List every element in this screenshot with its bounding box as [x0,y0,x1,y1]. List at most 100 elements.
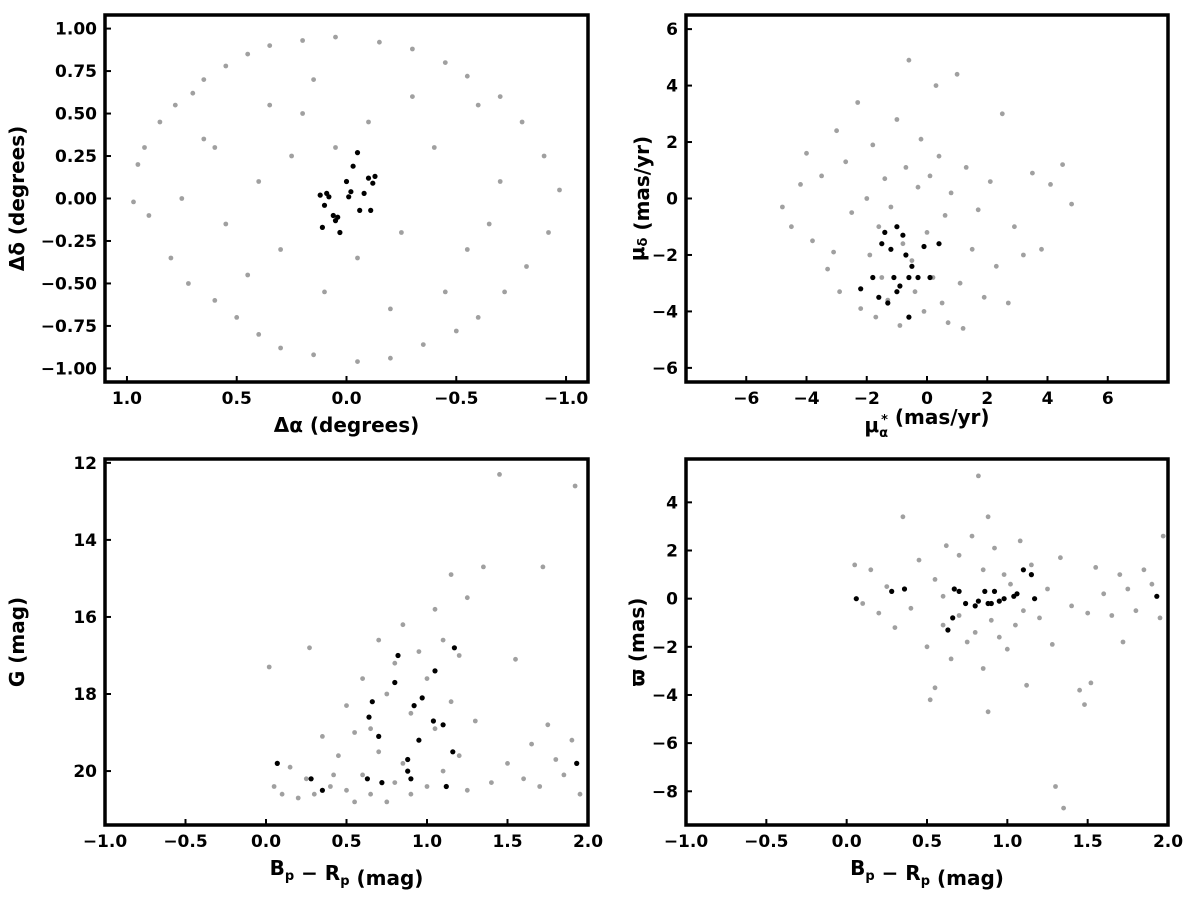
field-star-point [442,60,448,65]
field-star-point [399,230,404,235]
field-star-point [546,230,551,235]
field-star-point [960,326,966,331]
field-star-point [245,51,251,57]
field-star-point [1109,613,1115,618]
member-star-point [364,776,370,782]
member-star-point [370,180,376,186]
field-star-point [440,637,446,643]
field-star-point [307,645,312,651]
field-star-point [190,90,196,96]
y-tick-label: −0.50 [41,274,97,294]
field-star-point [985,709,991,715]
field-star-point [336,753,341,759]
field-star-point [945,320,951,326]
member-star-point [392,679,398,686]
y-axis-label: ϖ (mas) [625,598,649,687]
field-star-point [948,190,954,196]
member-star-point [921,243,927,250]
field-star-point [521,776,526,782]
y-tick-label: 18 [73,685,97,705]
member-star-point [972,603,978,609]
field-star-point [424,784,430,789]
field-star-point [1101,591,1107,597]
data-points [780,57,1074,331]
field-star-point [1077,687,1082,693]
member-star-point [901,586,908,592]
member-star-point [903,252,909,258]
x-tick-label: 1.0 [992,832,1022,852]
x-tick-label: 0.0 [251,832,281,852]
field-star-point [392,780,398,785]
field-star-point [289,153,294,159]
field-star-point [355,359,360,364]
field-star-point [271,784,277,789]
field-star-point [331,772,336,778]
field-star-point [212,145,218,150]
x-axis-label: Δα (degrees) [274,413,420,437]
field-star-point [1160,533,1166,539]
field-star-point [985,514,991,520]
x-tick-label: −4 [793,389,819,409]
data-points [266,472,583,805]
member-star-point [354,150,361,156]
member-star-point [870,274,876,281]
field-star-point [976,473,981,479]
field-star-point [201,136,207,142]
y-tick-label: 0.75 [55,62,97,82]
field-star-point [900,514,906,520]
field-star-point [368,726,373,732]
x-tick-label: 0.0 [331,389,361,409]
field-star-point [916,557,922,563]
field-star-point [311,77,316,82]
field-star-point [988,617,994,623]
member-star-point [350,163,356,169]
field-star-point [906,57,912,63]
y-tick-label: 14 [73,531,97,551]
field-star-point [957,280,963,286]
field-star-point [245,272,251,278]
member-star-point [885,300,891,306]
field-star-point [927,173,933,179]
member-star-point [1014,591,1020,597]
field-star-point [266,664,272,670]
field-star-point [860,601,866,606]
member-star-point [882,229,888,235]
field-star-point [464,247,470,252]
member-star-point [361,190,367,196]
member-star-point [416,737,422,743]
field-star-point [837,289,842,295]
x-tick-label: 0.5 [912,832,942,852]
panel-1: 1.0 0.5 0.0 −0.5 −1.0 1.00 0.75 0.50 0.25 0.00 −0.… [5,13,590,437]
field-star-point [400,622,406,628]
field-star-point [577,791,583,797]
field-star-point [303,776,309,782]
y-tick-label: 16 [73,608,97,628]
y-axis-label: μδ (mas/yr) [625,136,654,261]
field-star-point [870,142,876,148]
axes-frame [684,13,1170,384]
member-star-point [319,224,325,230]
member-star-point [951,586,957,592]
field-star-point [223,63,229,69]
field-star-point [513,656,518,662]
field-star-point [942,213,948,218]
field-star-point [278,247,283,252]
field-star-point [366,119,371,125]
field-star-point [999,111,1005,117]
field-star-point [256,332,262,337]
x-tick-label: −1.0 [83,832,128,852]
member-star-point [324,190,330,196]
x-tick-label: −0.5 [434,389,478,409]
member-star-point [936,241,942,247]
y-tick-label: 0.00 [55,190,97,210]
y-axis-label: Δδ (degrees) [5,126,29,272]
field-star-point [432,606,438,612]
y-tick-label: −8 [652,782,678,802]
field-star-point [849,210,855,216]
x-tick-label: 1.5 [1073,832,1103,852]
field-star-point [873,314,879,320]
field-star-point [368,791,373,797]
member-star-point [906,314,912,320]
field-star-point [464,787,470,793]
y-tick-label: −0.25 [41,232,97,252]
